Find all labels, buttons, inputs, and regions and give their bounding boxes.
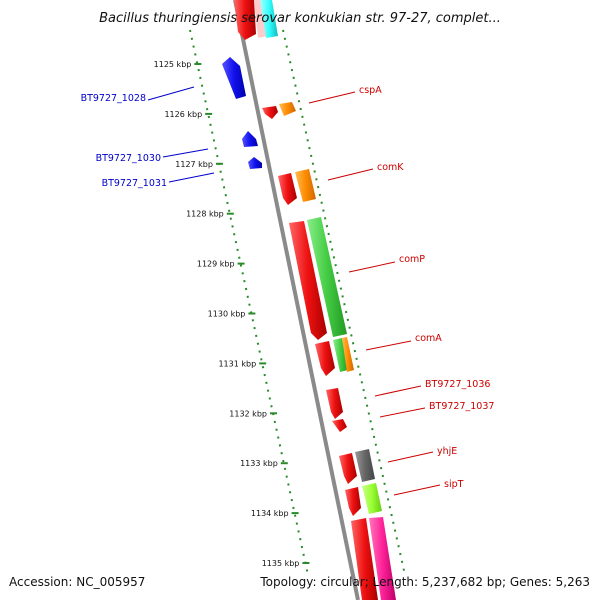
kbp-tick-label: 1128 kbp	[186, 210, 224, 219]
leader-line	[168, 172, 215, 183]
kbp-tick-label: 1132 kbp	[229, 409, 267, 418]
gene-label-comP: comP	[399, 254, 425, 265]
kbp-tick-label: 1133 kbp	[240, 459, 278, 468]
gene-arrow-comA	[342, 337, 354, 372]
gene-arrow-comA-green	[333, 338, 348, 372]
leader-line	[162, 148, 209, 158]
gene-arrow-sipT	[362, 483, 382, 514]
kbp-tick-label: 1131 kbp	[218, 359, 256, 368]
map-title: Bacillus thuringiensis serovar konkukian…	[99, 11, 501, 26]
kbp-tick-label: 1130 kbp	[208, 310, 246, 319]
gene-label-BT9727_1036: BT9727_1036	[425, 379, 490, 390]
gene-arrow-bottom-red	[351, 518, 378, 600]
leader-line	[379, 407, 426, 418]
edge-features	[234, 0, 396, 600]
gene-arrow-top-red	[234, 0, 256, 40]
gene-arrow-comP-red	[289, 221, 327, 340]
accession-text: Accession: NC_005957	[9, 575, 145, 589]
gene-arrow-top-cyan	[260, 0, 278, 38]
gene-arrow-comA-red	[315, 341, 335, 376]
kbp-tick-label: 1127 kbp	[175, 160, 213, 169]
gene-arrow-BT9727_1030	[242, 131, 258, 147]
gene-arrow-BT9727_1036	[326, 388, 343, 419]
gene-labels: BT9727_1028 BT9727_1030 BT9727_1031 cspA…	[81, 85, 494, 496]
leader-line	[365, 340, 412, 351]
gene-arrow-comK-red	[278, 173, 297, 205]
gene-arrow-comK	[295, 169, 316, 202]
kbp-tick-label: 1126 kbp	[164, 110, 202, 119]
gene-arrow-sipT-red	[345, 487, 361, 516]
kbp-tick-label: 1135 kbp	[262, 559, 300, 568]
gene-arrow-comP	[307, 217, 347, 337]
outer-dotted-track	[282, 29, 406, 576]
gene-label-sipT: sipT	[444, 479, 464, 490]
leader-line	[387, 451, 434, 463]
inner-dotted-track	[189, 29, 309, 576]
gene-label-BT9727_1031: BT9727_1031	[102, 178, 167, 189]
gene-label-BT9727_1028: BT9727_1028	[81, 93, 146, 104]
kbp-tick-label: 1129 kbp	[197, 260, 235, 269]
leader-line	[393, 484, 441, 496]
kbp-tick-label: 1125 kbp	[154, 60, 192, 69]
gene-label-BT9727_1030: BT9727_1030	[96, 153, 161, 164]
leader-line	[327, 168, 374, 181]
gene-arrow-bottom-magenta	[369, 517, 396, 600]
gene-arrow-BT9727_1028	[222, 57, 246, 99]
leader-line	[147, 86, 195, 101]
kbp-tick-axis: 1125 kbp 1126 kbp 1127 kbp 1128 kbp 1129 kbp…	[154, 60, 310, 568]
gene-arrow-cspA	[279, 102, 296, 116]
kbp-tick-label: 1134 kbp	[251, 509, 289, 518]
leader-line	[374, 385, 422, 397]
gene-arrow-cspA-red	[262, 106, 278, 119]
gene-label-yhjE: yhjE	[437, 446, 457, 457]
leader-line	[348, 261, 396, 273]
gene-label-comA: comA	[415, 333, 442, 344]
leader-line	[308, 91, 356, 104]
gene-label-BT9727_1037: BT9727_1037	[429, 401, 494, 412]
genome-summary-text: Topology: circular; Length: 5,237,682 bp…	[259, 575, 590, 589]
gene-arrow-BT9727_1031	[248, 157, 262, 169]
gene-arrow-yhjE-red	[339, 453, 357, 484]
gene-label-comK: comK	[377, 162, 404, 173]
gene-arrow-yhjE	[355, 449, 375, 482]
gene-label-cspA: cspA	[359, 85, 382, 96]
feature-arrows	[222, 57, 382, 516]
genome-backbone	[233, 0, 360, 600]
gene-arrow-BT9727_1037	[332, 419, 347, 432]
